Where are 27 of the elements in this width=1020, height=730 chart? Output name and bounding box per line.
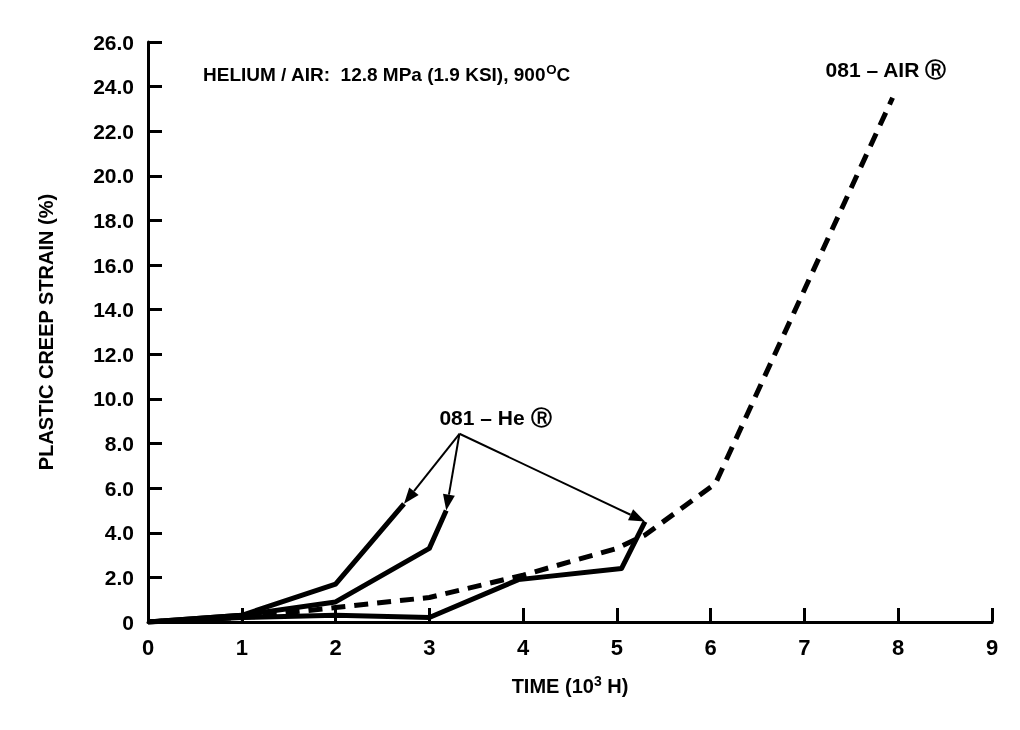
x-tick-label: 4 (516, 634, 530, 660)
y-tick-label: 12.0 (93, 342, 134, 366)
y-tick-label: 6.0 (104, 476, 134, 500)
y-tick-label: 22.0 (93, 119, 134, 143)
x-tick-label: 3 (423, 634, 436, 660)
x-tick-label: 1 (235, 634, 248, 660)
y-tick-label: 0 (122, 610, 134, 634)
x-tick-label: 9 (985, 634, 999, 660)
x-tick-label: 5 (610, 634, 624, 660)
y-tick-label: 8.0 (104, 432, 134, 456)
x-tick-label: 0 (141, 634, 155, 660)
y-tick-label: 10.0 (93, 387, 134, 411)
y-tick-label: 26.0 (93, 30, 134, 54)
y-tick-label: 18.0 (93, 208, 134, 232)
y-tick-label: 2.0 (104, 565, 134, 589)
x-tick-label: 2 (329, 634, 342, 660)
x-tick-label: 7 (798, 634, 811, 660)
y-tick-label: 14.0 (93, 298, 134, 322)
series-label: 081 – AIR Ⓡ (825, 58, 947, 82)
y-tick-label: 20.0 (93, 164, 134, 188)
y-tick-label: 24.0 (93, 75, 134, 99)
y-tick-label: 16.0 (93, 253, 134, 277)
x-tick-label: 6 (704, 634, 717, 660)
y-axis-title: PLASTIC CREEP STRAIN (%) (35, 193, 57, 471)
annotation: 081 – He Ⓡ (439, 405, 552, 429)
x-tick-label: 8 (892, 634, 905, 660)
y-tick-label: 4.0 (104, 521, 134, 545)
